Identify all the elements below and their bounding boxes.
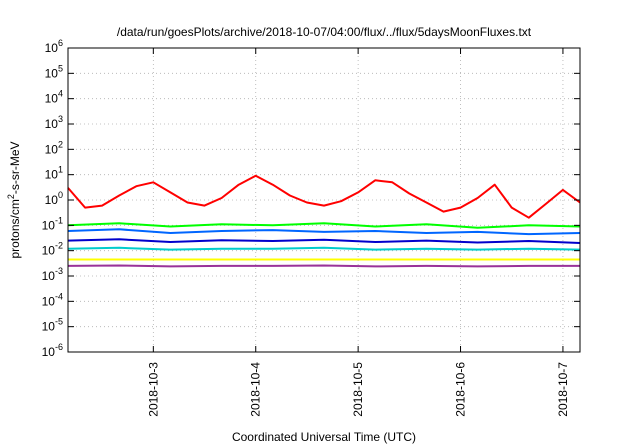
y-axis-label-main: protons/cm bbox=[8, 199, 22, 258]
y-tick-label-base: 10 bbox=[45, 193, 59, 207]
y-tick-label-exponent: -6 bbox=[55, 342, 63, 352]
y-axis-label-tail: -s-sr-MeV bbox=[8, 141, 22, 194]
y-tick-label-exponent: -1 bbox=[55, 215, 63, 225]
y-tick-label-exponent: -4 bbox=[55, 291, 63, 301]
y-tick-label: 10-4 bbox=[42, 291, 63, 308]
y-tick-label: 10-5 bbox=[42, 317, 63, 334]
series-line-4 bbox=[67, 246, 581, 251]
y-tick-label: 104 bbox=[45, 89, 63, 106]
y-tick-label-base: 10 bbox=[42, 345, 56, 359]
y-tick-label-exponent: 6 bbox=[58, 38, 63, 48]
y-tick-label-exponent: 5 bbox=[58, 63, 63, 73]
y-tick-label-exponent: -5 bbox=[55, 317, 63, 327]
y-tick-label-exponent: 0 bbox=[58, 190, 63, 200]
x-tick-label: 2018-10-3 bbox=[146, 362, 160, 417]
y-tick-label: 10-3 bbox=[42, 266, 63, 283]
y-tick-label-exponent: 2 bbox=[58, 139, 63, 149]
y-tick-label-base: 10 bbox=[42, 294, 56, 308]
x-tick-label: 2018-10-5 bbox=[351, 362, 365, 417]
y-tick-label-base: 10 bbox=[45, 117, 59, 131]
y-tick-label: 106 bbox=[45, 38, 63, 55]
chart-title: /data/run/goesPlots/archive/2018-10-07/0… bbox=[117, 25, 532, 39]
x-tick-label: 2018-10-4 bbox=[249, 362, 263, 417]
y-tick-label-base: 10 bbox=[42, 269, 56, 283]
y-tick-label: 10-6 bbox=[42, 342, 63, 359]
x-axis-label: Coordinated Universal Time (UTC) bbox=[232, 430, 416, 444]
series-line-0 bbox=[67, 174, 581, 219]
grid bbox=[68, 48, 580, 352]
series-line-3 bbox=[67, 238, 581, 244]
y-tick-label: 101 bbox=[45, 165, 63, 182]
y-tick-label-base: 10 bbox=[42, 320, 56, 334]
series-line-6 bbox=[67, 264, 580, 268]
y-tick-label-base: 10 bbox=[45, 66, 59, 80]
y-tick-label-base: 10 bbox=[42, 244, 56, 258]
y-axis: 10-610-510-410-310-210-11001011021031041… bbox=[42, 38, 580, 359]
y-axis-label: protons/cm2-s-sr-MeV bbox=[6, 141, 22, 258]
series-line-1 bbox=[67, 222, 581, 229]
y-tick-label-base: 10 bbox=[45, 92, 59, 106]
y-tick-label-base: 10 bbox=[45, 41, 59, 55]
y-tick-label-exponent: 4 bbox=[58, 89, 63, 99]
x-tick-label: 2018-10-6 bbox=[454, 362, 468, 417]
y-tick-label: 10-1 bbox=[42, 215, 63, 232]
y-tick-label-exponent: -2 bbox=[55, 241, 63, 251]
y-tick-label-exponent: 1 bbox=[58, 165, 63, 175]
y-tick-label: 10-2 bbox=[42, 241, 63, 258]
y-tick-label: 103 bbox=[45, 114, 63, 131]
y-tick-label: 102 bbox=[45, 139, 63, 156]
series-group bbox=[67, 174, 581, 268]
series-line-2 bbox=[67, 228, 581, 236]
y-tick-label-base: 10 bbox=[42, 218, 56, 232]
y-tick-label: 105 bbox=[45, 63, 63, 80]
y-tick-label-base: 10 bbox=[45, 142, 59, 156]
x-axis: 2018-10-3 2018-10-4 2018-10-5 2018-10-6 2018… bbox=[146, 48, 570, 417]
y-tick-label-base: 10 bbox=[45, 168, 59, 182]
y-tick-label: 100 bbox=[45, 190, 63, 207]
y-axis-label-superscript: 2 bbox=[6, 194, 16, 199]
y-tick-label-exponent: -3 bbox=[55, 266, 63, 276]
x-tick-label: 2018-10-7 bbox=[556, 362, 570, 417]
y-tick-label-exponent: 3 bbox=[58, 114, 63, 124]
